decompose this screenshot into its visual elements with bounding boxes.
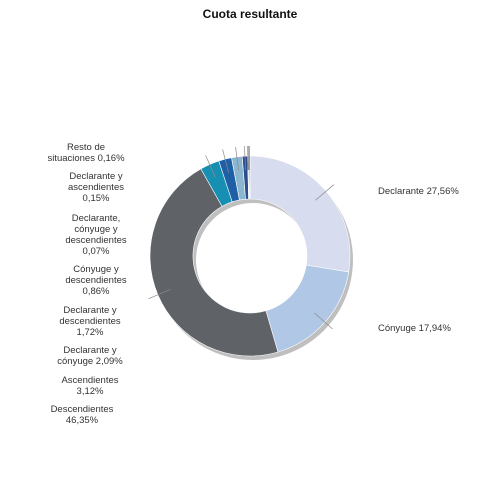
leader-line (247, 146, 249, 171)
slice-label: Cónyuge y descendientes 0,86% (65, 264, 127, 297)
slice-label-line: descendientes (65, 235, 127, 246)
slice-label-line: Resto de (67, 142, 105, 153)
leader-line (315, 184, 334, 201)
slice-label-line: 0,86% (83, 286, 110, 297)
slice-label: Descendientes 46,35% (51, 404, 114, 426)
donut-slice (149, 168, 279, 357)
slice-label-line: 0,15% (83, 193, 110, 204)
slice-label: Declarante, cónyuge y descendientes 0,07% (65, 213, 127, 257)
slice-label: Declarante 27,56% (378, 186, 459, 197)
leader-line (235, 146, 240, 171)
slice-label-line: Declarante, (72, 213, 121, 224)
slice-label-line: Cónyuge y (73, 264, 119, 275)
slice-label: Resto de situaciones 0,16% (47, 142, 125, 164)
slice-label-line: 0,07% (83, 246, 110, 257)
slice-label: Declarante y ascendientes 0,15% (68, 171, 124, 204)
slice-label: Declarante y descendientes 1,72% (59, 305, 121, 338)
leader-line (244, 146, 246, 171)
leader-line (222, 149, 229, 173)
slice-label-line: Declarante y (63, 345, 117, 356)
leader-line (148, 289, 171, 299)
leader-line (314, 312, 333, 330)
slice-label-line: cónyuge y (74, 224, 118, 235)
slice-label-line: 46,35% (66, 415, 99, 426)
slice-label-line: Ascendientes (61, 375, 118, 386)
slice-label: Cónyuge 17,94% (378, 323, 451, 334)
slice-label-line: Declarante y (63, 305, 117, 316)
slice-label-line: ascendientes (68, 182, 124, 193)
leader-line (205, 155, 216, 178)
slice-label: Declarante y cónyuge 2,09% (57, 345, 123, 367)
slice-label-line: Declarante 27,56% (378, 186, 459, 197)
slice-label-line: 3,12% (77, 386, 104, 397)
donut-slice (249, 155, 351, 273)
slice-label-line: Declarante y (69, 171, 123, 182)
slice-label-line: descendientes (65, 275, 127, 286)
slice-label-line: Cónyuge 17,94% (378, 323, 451, 334)
slice-label: Ascendientes 3,12% (61, 375, 118, 397)
slice-label-line: descendientes (59, 316, 121, 327)
slice-label-line: Descendientes (51, 404, 114, 415)
slice-label-line: 1,72% (77, 327, 104, 338)
slice-label-line: situaciones 0,16% (47, 153, 125, 164)
slice-label-line: cónyuge 2,09% (57, 356, 123, 367)
chart-title: Cuota resultante (203, 7, 298, 21)
